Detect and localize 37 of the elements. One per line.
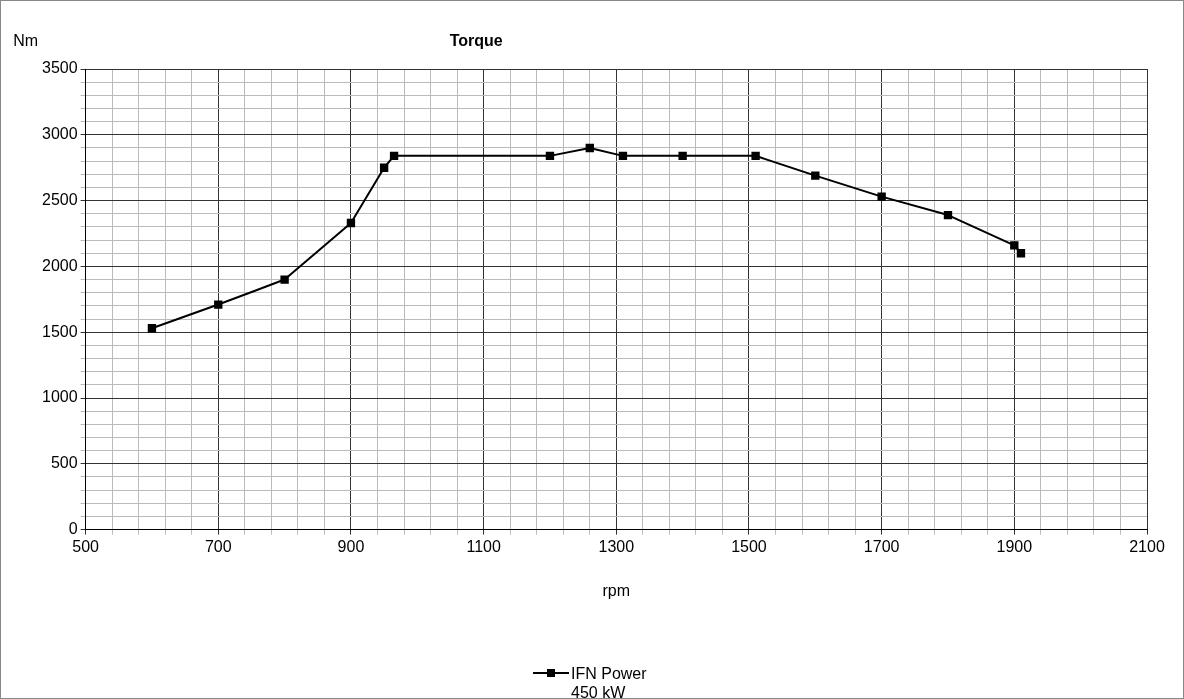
chart-title: Torque (449, 32, 503, 50)
point (147, 324, 157, 333)
point (545, 151, 555, 161)
x-tick-label: 900 (337, 537, 365, 555)
y-tick-label: 2000 (42, 256, 78, 274)
y-tick-label: 3000 (42, 125, 78, 143)
x-tick-label: 1700 (863, 537, 900, 555)
point (389, 151, 399, 161)
point (943, 210, 953, 220)
y-tick-label: 2500 (42, 191, 78, 209)
y-tick-label: 3500 (42, 59, 78, 77)
x-axis-title: rpm (602, 581, 631, 599)
point (214, 300, 223, 309)
x-tick-label: 1300 (598, 537, 635, 555)
x-tick-label: 1900 (996, 537, 1033, 555)
point (585, 143, 594, 153)
point (1016, 249, 1026, 258)
y-tick-label: 1000 (42, 388, 78, 406)
x-tick-label: 2100 (1129, 537, 1165, 555)
y-tick-label: 1500 (42, 322, 78, 340)
point (877, 192, 886, 201)
point (379, 163, 389, 172)
point (618, 151, 628, 161)
x-tick-label: 1500 (731, 537, 767, 555)
legend-label: IFN Power 450 kW (571, 663, 648, 699)
point (811, 171, 820, 180)
y-tick-label: 500 (50, 454, 78, 472)
x-tick-label: 1100 (466, 537, 501, 555)
y-axis-title: Nm (13, 32, 39, 50)
x-tick-label: 500 (72, 537, 100, 555)
point (280, 275, 289, 284)
point (751, 151, 760, 161)
point (678, 151, 687, 161)
point (1010, 241, 1019, 250)
y-tick-label: 0 (68, 520, 78, 538)
x-tick-label: 700 (204, 537, 232, 555)
point (346, 218, 356, 228)
